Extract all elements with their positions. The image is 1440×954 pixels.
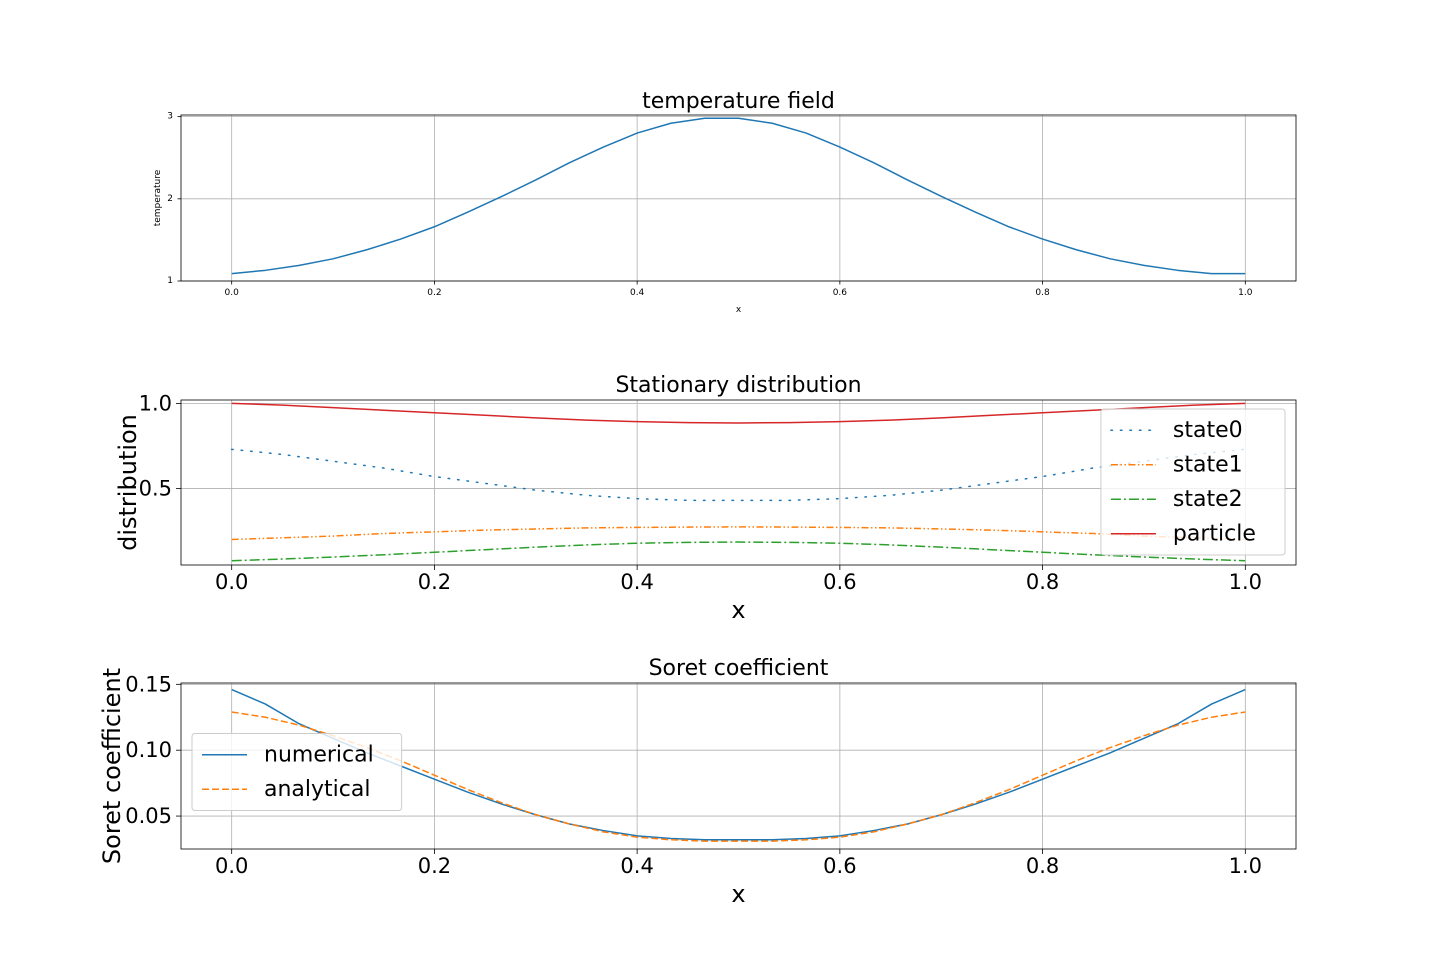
- y-tick-label: 1.0: [139, 391, 172, 415]
- y-tick-label: 0.5: [139, 476, 172, 500]
- axes-frame: [180, 399, 1297, 566]
- y-tick-label: 1: [167, 276, 173, 286]
- x-tick-label: 0.4: [620, 570, 653, 594]
- legend-label-state0: state0: [1173, 418, 1243, 443]
- x-tick-label: 0.6: [833, 288, 848, 298]
- y-axis-label: temperature: [153, 169, 163, 226]
- x-axis-label: x: [731, 880, 745, 908]
- x-axis-label: x: [736, 305, 742, 315]
- x-tick-label: 0.2: [427, 288, 441, 298]
- x-tick-label: 0.2: [418, 570, 451, 594]
- y-tick-label: 0.05: [125, 804, 172, 828]
- x-tick-label: 0.6: [823, 570, 856, 594]
- grid: [181, 115, 1296, 282]
- y-tick-label: 0.15: [125, 672, 172, 696]
- y-ticks: 0.5 1.0: [139, 391, 181, 500]
- legend-label-particle: particle: [1173, 521, 1256, 546]
- series-group: [231, 117, 1246, 275]
- x-tick-label: 1.0: [1238, 288, 1253, 298]
- x-tick-label: 0.8: [1035, 288, 1050, 298]
- y-tick-label: 0.10: [125, 738, 172, 762]
- legend-label-state1: state1: [1173, 452, 1243, 477]
- series-line-particle: [231, 402, 1246, 424]
- y-ticks: 1 2 3: [167, 112, 181, 286]
- x-tick-label: 0.8: [1026, 570, 1059, 594]
- series-line-state2: [231, 541, 1246, 562]
- x-ticks: 0.0 0.2 0.4 0.6 0.8 1.0: [225, 281, 1253, 298]
- series-line-state1: [231, 526, 1246, 541]
- chart-panel-2: 0.0 0.2 0.4 0.6 0.8 1.0 0.5 1.0 Stationary distr…: [114, 373, 1297, 624]
- y-tick-label: 2: [167, 194, 173, 204]
- series-line-series-0: [231, 117, 1246, 275]
- y-axis-label: distribution: [114, 414, 142, 551]
- x-tick-label: 0.4: [630, 288, 645, 298]
- series-group: [230, 402, 1247, 562]
- x-tick-label: 1.0: [1229, 570, 1262, 594]
- legend-label-numerical: numerical: [264, 742, 374, 767]
- x-tick-label: 0.4: [620, 854, 653, 878]
- x-axis-label: x: [731, 596, 745, 624]
- axes-frame: [180, 114, 1297, 282]
- y-ticks: 0.05 0.10 0.15: [125, 672, 181, 828]
- x-tick-label: 0.6: [823, 854, 856, 878]
- legend: state0 state1 state2 particle: [1100, 408, 1286, 556]
- series-line-state0: [230, 448, 1247, 502]
- legend-box: [191, 733, 403, 811]
- legend-label-analytical: analytical: [264, 777, 370, 802]
- x-tick-label: 0.0: [225, 288, 240, 298]
- chart-title: Stationary distribution: [615, 373, 861, 398]
- x-tick-label: 0.2: [418, 854, 451, 878]
- legend: numerical analytical: [191, 733, 403, 811]
- x-tick-label: 0.0: [215, 570, 248, 594]
- legend-label-state2: state2: [1173, 487, 1243, 512]
- legend-box: [1100, 408, 1286, 556]
- x-ticks: 0.0 0.2 0.4 0.6 0.8 1.0: [215, 565, 1262, 594]
- x-ticks: 0.0 0.2 0.4 0.6 0.8 1.0: [215, 849, 1262, 878]
- chart-title: Soret coefficient: [649, 656, 829, 681]
- y-tick-label: 3: [167, 112, 173, 122]
- y-axis-label: Soret coefficient: [98, 668, 126, 864]
- x-tick-label: 1.0: [1229, 854, 1262, 878]
- x-tick-label: 0.0: [215, 854, 248, 878]
- chart-title: temperature field: [642, 89, 835, 114]
- x-tick-label: 0.8: [1026, 854, 1059, 878]
- axes-frame: [180, 682, 1297, 850]
- chart-panel-1: 0.0 0.2 0.4 0.6 0.8 1.0 1 2 3 temperature field x t…: [153, 89, 1297, 315]
